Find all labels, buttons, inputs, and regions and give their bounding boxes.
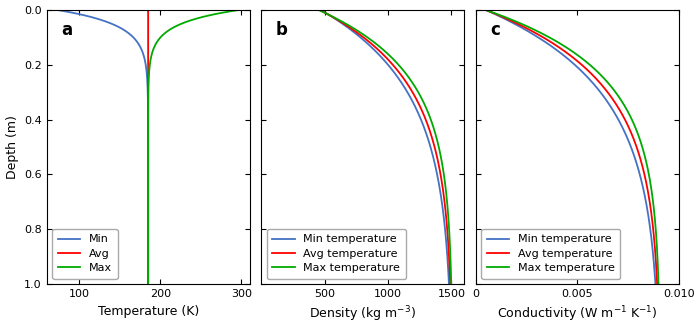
X-axis label: Density (kg m$^{-3}$): Density (kg m$^{-3}$): [309, 305, 416, 324]
Text: c: c: [490, 20, 500, 39]
Legend: Min, Avg, Max: Min, Avg, Max: [52, 229, 118, 279]
X-axis label: Temperature (K): Temperature (K): [97, 305, 199, 318]
Text: a: a: [61, 20, 72, 39]
Legend: Min temperature, Avg temperature, Max temperature: Min temperature, Avg temperature, Max te…: [482, 229, 620, 279]
Y-axis label: Depth (m): Depth (m): [6, 115, 19, 179]
X-axis label: Conductivity (W m$^{-1}$ K$^{-1}$): Conductivity (W m$^{-1}$ K$^{-1}$): [497, 305, 657, 324]
Legend: Min temperature, Avg temperature, Max temperature: Min temperature, Avg temperature, Max te…: [267, 229, 406, 279]
Text: b: b: [276, 20, 287, 39]
